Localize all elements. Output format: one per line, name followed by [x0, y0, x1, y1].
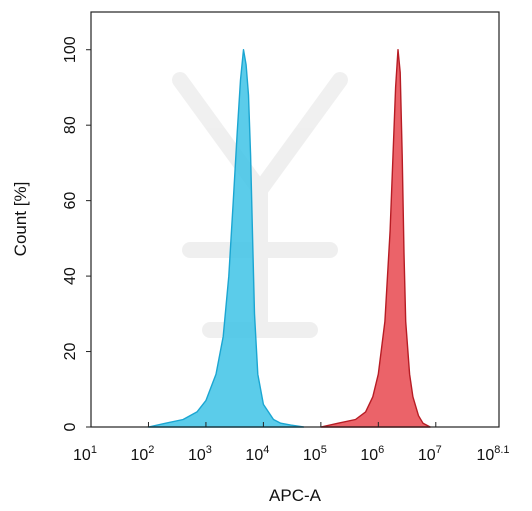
histogram-series-1 — [147, 49, 305, 428]
x-tick-label: 103 — [188, 444, 212, 464]
x-tick-label: 107 — [418, 444, 442, 464]
x-tick-label: 101 — [73, 444, 97, 464]
plot-area: 101 102 103 104 105 106 107 108.1 0 20 40 60 80 100 — [62, 11, 510, 464]
x-tick-label: 105 — [303, 444, 327, 464]
y-tick-label: 20 — [62, 343, 79, 361]
y-tick-label: 40 — [62, 267, 79, 285]
y-tick-label: 80 — [62, 116, 79, 134]
y-tick-label: 60 — [62, 192, 79, 210]
y-axis-ticks: 0 20 40 60 80 100 — [62, 36, 91, 431]
x-tick-label: 104 — [245, 444, 269, 464]
x-tick-label: 106 — [360, 444, 384, 464]
y-axis-title: Count [%] — [11, 182, 30, 257]
x-tick-label: 108.1 — [476, 444, 509, 464]
x-axis-ticks: 101 102 103 104 105 106 107 108.1 — [73, 422, 510, 464]
x-axis-title: APC-A — [269, 486, 322, 505]
watermark — [172, 72, 348, 338]
plot-frame — [90, 11, 500, 428]
series-layer — [147, 49, 431, 428]
x-tick-label: 102 — [131, 444, 155, 464]
histogram-series-2 — [320, 49, 431, 428]
y-tick-label: 0 — [62, 422, 79, 431]
y-tick-label: 100 — [62, 36, 79, 63]
